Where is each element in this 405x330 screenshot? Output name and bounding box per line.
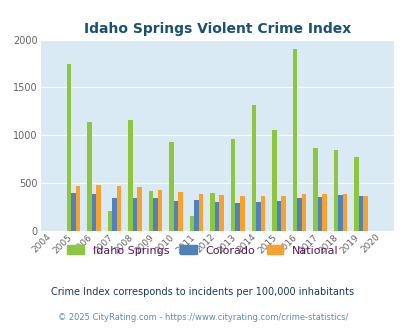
Bar	[321, 194, 326, 231]
Bar	[219, 195, 224, 231]
Bar	[271, 130, 276, 231]
Bar	[190, 216, 194, 231]
Bar	[276, 201, 280, 231]
Bar	[132, 197, 137, 231]
Bar	[153, 198, 158, 231]
Bar	[239, 196, 244, 231]
Bar	[87, 122, 92, 231]
Title: Idaho Springs Violent Crime Index: Idaho Springs Violent Crime Index	[83, 22, 350, 36]
Bar	[301, 194, 305, 231]
Bar	[251, 105, 256, 231]
Bar	[342, 194, 346, 231]
Bar	[260, 196, 264, 231]
Bar	[292, 49, 296, 231]
Bar	[317, 197, 321, 231]
Bar	[112, 198, 117, 231]
Bar	[137, 187, 141, 231]
Bar	[149, 191, 153, 231]
Bar	[194, 200, 198, 231]
Bar	[337, 195, 342, 231]
Text: Crime Index corresponds to incidents per 100,000 inhabitants: Crime Index corresponds to incidents per…	[51, 287, 354, 297]
Bar	[256, 202, 260, 231]
Bar	[173, 201, 178, 231]
Bar	[128, 120, 132, 231]
Bar	[66, 63, 71, 231]
Bar	[158, 190, 162, 231]
Bar	[235, 203, 239, 231]
Bar	[96, 185, 100, 231]
Bar	[230, 139, 235, 231]
Bar	[210, 193, 214, 231]
Text: © 2025 CityRating.com - https://www.cityrating.com/crime-statistics/: © 2025 CityRating.com - https://www.city…	[58, 313, 347, 322]
Bar	[178, 192, 183, 231]
Bar	[214, 202, 219, 231]
Bar	[117, 185, 121, 231]
Bar	[312, 148, 317, 231]
Bar	[280, 196, 285, 231]
Bar	[333, 150, 337, 231]
Bar	[75, 185, 80, 231]
Bar	[107, 212, 112, 231]
Bar	[71, 193, 75, 231]
Bar	[92, 194, 96, 231]
Bar	[362, 196, 367, 231]
Bar	[358, 196, 362, 231]
Bar	[169, 142, 173, 231]
Bar	[296, 198, 301, 231]
Bar	[353, 157, 358, 231]
Legend: Idaho Springs, Colorado, National: Idaho Springs, Colorado, National	[62, 241, 343, 260]
Bar	[198, 194, 203, 231]
